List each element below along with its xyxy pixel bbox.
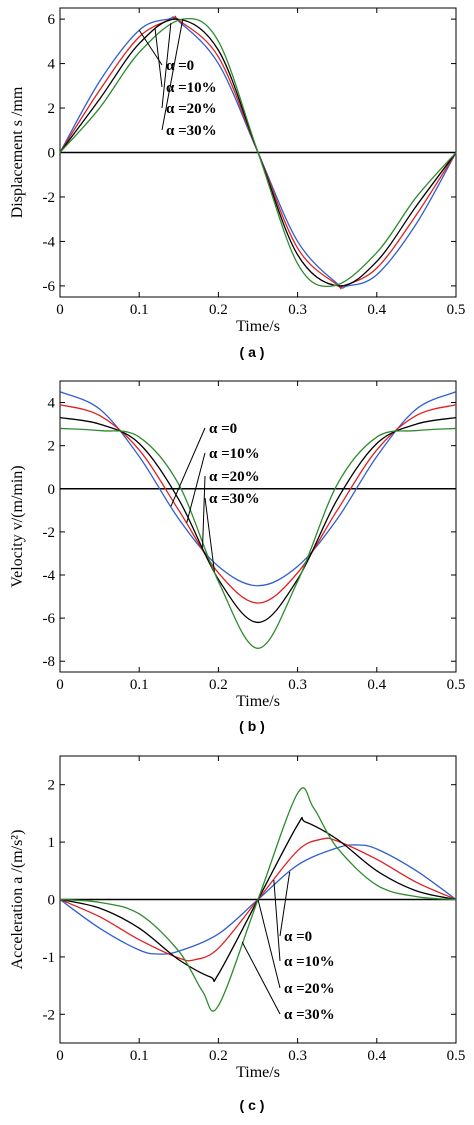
legend-leader-line bbox=[161, 23, 172, 109]
y-tick-label: -4 bbox=[43, 234, 56, 250]
x-tick-label: 0.5 bbox=[447, 677, 466, 693]
x-tick-label: 0.3 bbox=[288, 1048, 307, 1064]
y-tick-label: 0 bbox=[48, 146, 56, 162]
y-axis-label: Displacement s /mm bbox=[9, 86, 26, 218]
x-tick-label: 0.1 bbox=[130, 1048, 149, 1064]
series-line-2 bbox=[59, 417, 457, 624]
chart-panel-b: 0 0.1 0.2 0.3 0.4 0.5 4 2 0 -2 -4 -6 -8 α =0 α =10% α =… bbox=[9, 380, 466, 734]
legend-leader-line bbox=[161, 19, 184, 131]
x-axis-label: Time/s bbox=[236, 318, 280, 335]
x-tick-label: 0.3 bbox=[288, 677, 307, 693]
legend-label: α =20% bbox=[166, 101, 217, 117]
series-line-3 bbox=[59, 427, 457, 649]
y-tick-label: 1 bbox=[48, 835, 56, 851]
legend-leader-line bbox=[202, 475, 206, 548]
y-tick-label: 0 bbox=[48, 893, 56, 909]
x-tick-label: 0.4 bbox=[367, 677, 386, 693]
x-tick-label: 0.2 bbox=[209, 677, 228, 693]
series-line-0 bbox=[59, 391, 457, 587]
legend-label: α =20% bbox=[209, 469, 260, 485]
y-tick-label: -2 bbox=[43, 525, 56, 541]
x-tick-label: 0 bbox=[56, 1048, 64, 1064]
x-tick-label: 0.1 bbox=[130, 302, 149, 318]
panel-label: ( b ) bbox=[239, 718, 265, 734]
y-axis-label: Acceleration a /(m/s²) bbox=[9, 830, 26, 970]
chart-panel-a: 0 0.1 0.2 0.3 0.4 0.5 6 4 2 0 -2 -4 -6 α =0 α =10% α =2… bbox=[9, 7, 466, 360]
plot-frame bbox=[59, 380, 457, 673]
y-tick-label: 2 bbox=[48, 101, 56, 117]
x-tick-label: 0.4 bbox=[367, 302, 386, 318]
x-tick-label: 0.1 bbox=[130, 677, 149, 693]
legend-leader-line bbox=[154, 28, 163, 88]
legend-label: α =0 bbox=[284, 929, 312, 945]
x-tick-label: 0 bbox=[56, 677, 64, 693]
x-tick-label: 0 bbox=[56, 302, 64, 318]
legend-label: α =30% bbox=[166, 123, 217, 139]
x-axis-label: Time/s bbox=[236, 1064, 280, 1081]
y-axis-label: Velocity v/(m/min) bbox=[9, 465, 26, 587]
legend-leader-line bbox=[273, 879, 281, 962]
legend-label: α =30% bbox=[284, 1007, 335, 1023]
legend-label: α =0 bbox=[209, 421, 237, 437]
legend-label: α =30% bbox=[209, 491, 260, 507]
y-tick-label: -6 bbox=[43, 611, 56, 627]
panel-label: ( a ) bbox=[240, 344, 265, 360]
legend-label: α =0 bbox=[166, 58, 194, 74]
legend-label: α =10% bbox=[166, 80, 217, 96]
series-line-3 bbox=[59, 17, 457, 288]
y-tick-label: -2 bbox=[43, 1007, 56, 1023]
legend-label: α =20% bbox=[284, 981, 335, 997]
y-tick-label: 2 bbox=[48, 439, 56, 455]
y-tick-label: 2 bbox=[48, 778, 56, 794]
y-tick-label: -1 bbox=[43, 950, 56, 966]
y-tick-label: 6 bbox=[48, 12, 56, 28]
legend-label: α =10% bbox=[284, 954, 335, 970]
y-tick-label: -8 bbox=[43, 654, 56, 670]
y-tick-label: -2 bbox=[43, 190, 56, 206]
chart-panel-c: 0 0.1 0.2 0.3 0.4 0.5 2 1 0 -1 -2 α =0 α =10% α =20% α… bbox=[9, 755, 466, 1113]
legend-leader-line bbox=[257, 899, 281, 989]
x-axis-label: Time/s bbox=[236, 693, 280, 710]
legend-leader-line bbox=[279, 871, 291, 937]
y-tick-label: 4 bbox=[48, 57, 56, 73]
x-tick-label: 0.2 bbox=[209, 302, 228, 318]
x-tick-label: 0.5 bbox=[447, 1048, 466, 1064]
legend-leader-line bbox=[241, 941, 281, 1015]
y-tick-label: 4 bbox=[48, 396, 56, 412]
legend-label: α =10% bbox=[209, 446, 260, 462]
x-tick-label: 0.4 bbox=[367, 1048, 386, 1064]
x-tick-label: 0.5 bbox=[447, 302, 466, 318]
x-tick-label: 0.3 bbox=[288, 302, 307, 318]
legend-leader-line bbox=[204, 497, 215, 572]
legend-leader-line bbox=[170, 427, 206, 507]
x-tick-label: 0.2 bbox=[209, 1048, 228, 1064]
panel-label: ( c ) bbox=[240, 1097, 265, 1113]
series-line-1 bbox=[59, 404, 457, 604]
y-tick-label: -6 bbox=[43, 279, 56, 295]
y-tick-label: -4 bbox=[43, 568, 56, 584]
y-tick-label: 0 bbox=[48, 482, 56, 498]
legend-leader-line bbox=[186, 452, 206, 523]
